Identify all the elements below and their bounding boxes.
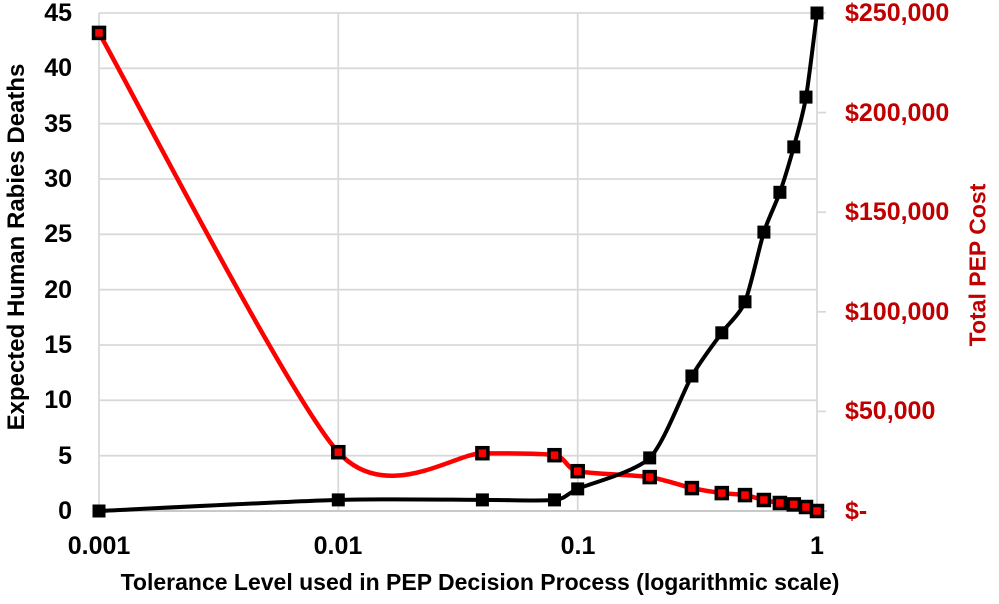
deaths-marker <box>799 90 813 104</box>
left-axis-tick-label: 5 <box>58 442 72 470</box>
deaths-marker <box>475 493 489 507</box>
left-axis-tick-label: 25 <box>44 220 72 248</box>
right-axis-tick-label: $50,000 <box>845 397 936 425</box>
x-axis-tick-label: 0.1 <box>560 532 596 560</box>
pep-cost-marker <box>331 444 346 460</box>
pep-cost-marker <box>786 497 802 512</box>
deaths-marker <box>643 451 657 465</box>
left-axis-tick-label: 35 <box>44 110 72 138</box>
pep-cost-marker <box>570 463 585 479</box>
deaths-marker <box>787 140 801 154</box>
left-axis-tick-label: 0 <box>58 497 72 525</box>
deaths-marker <box>757 225 771 239</box>
x-axis-tick-label: 1 <box>810 532 824 560</box>
pep-cost-marker <box>475 445 490 461</box>
pep-cost-marker <box>809 503 825 519</box>
pep-cost-marker <box>714 485 730 501</box>
pep-cost-marker <box>642 469 657 485</box>
deaths-marker <box>92 504 106 518</box>
deaths-marker <box>571 482 585 496</box>
left-axis-tick-label: 40 <box>44 54 72 82</box>
right-axis-tick-label: $200,000 <box>845 99 950 127</box>
right-axis-tick-label: $100,000 <box>845 298 950 326</box>
right-axis-tick-label: $- <box>845 497 868 525</box>
pep-cost-marker <box>547 447 562 463</box>
x-axis-tick-label: 0.001 <box>67 532 131 560</box>
deaths-marker <box>331 493 345 507</box>
pep-cost-marker <box>756 492 772 508</box>
right-axis-tick-label: $150,000 <box>845 198 950 226</box>
left-axis-tick-label: 30 <box>44 165 72 193</box>
pep-cost-marker <box>772 495 788 511</box>
left-axis-tick-label: 10 <box>44 386 72 414</box>
left-axis-tick-label: 45 <box>44 0 72 27</box>
deaths-marker <box>773 185 787 199</box>
deaths-marker <box>738 295 752 309</box>
deaths-marker <box>685 369 699 383</box>
pep-cost-marker <box>684 480 700 496</box>
left-axis-tick-label: 15 <box>44 331 72 359</box>
gridlines <box>98 12 826 512</box>
right-axis-tick-label: $250,000 <box>845 0 950 27</box>
pep-cost-marker <box>91 25 107 41</box>
deaths-marker <box>548 493 561 507</box>
left-axis-tick-label: 20 <box>44 276 72 304</box>
deaths-marker <box>715 326 729 340</box>
pep-cost-marker <box>737 487 753 503</box>
deaths-line <box>97 11 819 513</box>
deaths-marker <box>810 6 824 20</box>
x-axis-title: Tolerance Level used in PEP Decision Pro… <box>120 569 840 595</box>
x-axis-tick-label: 0.01 <box>313 532 363 560</box>
pep-cost-line <box>96 30 820 514</box>
